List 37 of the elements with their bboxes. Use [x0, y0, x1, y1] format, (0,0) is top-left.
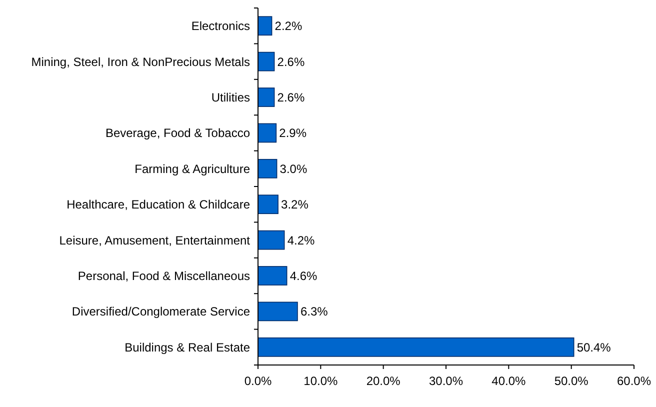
data-label: 3.2%: [281, 198, 309, 212]
y-tick-label: Leisure, Amusement, Entertainment: [59, 233, 251, 248]
y-tick-label: Electronics: [191, 19, 250, 34]
data-label: 2.6%: [277, 54, 305, 69]
bar: [258, 337, 574, 357]
bar: [258, 16, 272, 36]
bar: [258, 158, 278, 178]
x-tick-label: 60.0%: [616, 374, 652, 388]
data-label: 2.6%: [277, 90, 305, 104]
x-tick-label: 40.0%: [492, 374, 526, 388]
data-label: 4.6%: [290, 268, 318, 283]
x-tick-label: 10.0%: [304, 374, 338, 388]
data-label: 50.4%: [576, 340, 612, 354]
bar: [258, 52, 275, 72]
y-tick-label: Diversified/Conglomerate Service: [72, 304, 250, 319]
y-tick-label: Utilities: [211, 90, 250, 104]
bar: [258, 88, 275, 107]
y-tick-label: Healthcare, Education & Childcare: [66, 198, 250, 212]
y-tick-label: Farming & Agriculture: [134, 162, 250, 176]
y-tick-label: Buildings & Real Estate: [124, 340, 250, 354]
x-tick-label: 20.0%: [366, 374, 401, 388]
x-tick-label: 0.0%: [244, 374, 272, 388]
x-tick-label: 30.0%: [428, 374, 464, 388]
x-tick-label: 50.0%: [554, 374, 589, 388]
data-label: 4.2%: [287, 233, 315, 248]
data-label: 2.9%: [279, 126, 307, 140]
data-label: 2.2%: [274, 19, 302, 34]
bar: [258, 123, 277, 143]
y-tick-label: Mining, Steel, Iron & NonPrecious Metals: [31, 54, 250, 69]
bar: [258, 266, 288, 286]
bar: [258, 302, 298, 322]
bar: [258, 194, 278, 214]
y-tick-label: Beverage, Food & Tobacco: [105, 126, 250, 140]
y-tick-label: Personal, Food & Miscellaneous: [78, 268, 250, 283]
data-label: 6.3%: [300, 304, 328, 319]
data-label: 3.0%: [280, 162, 308, 176]
bar: [258, 230, 285, 250]
